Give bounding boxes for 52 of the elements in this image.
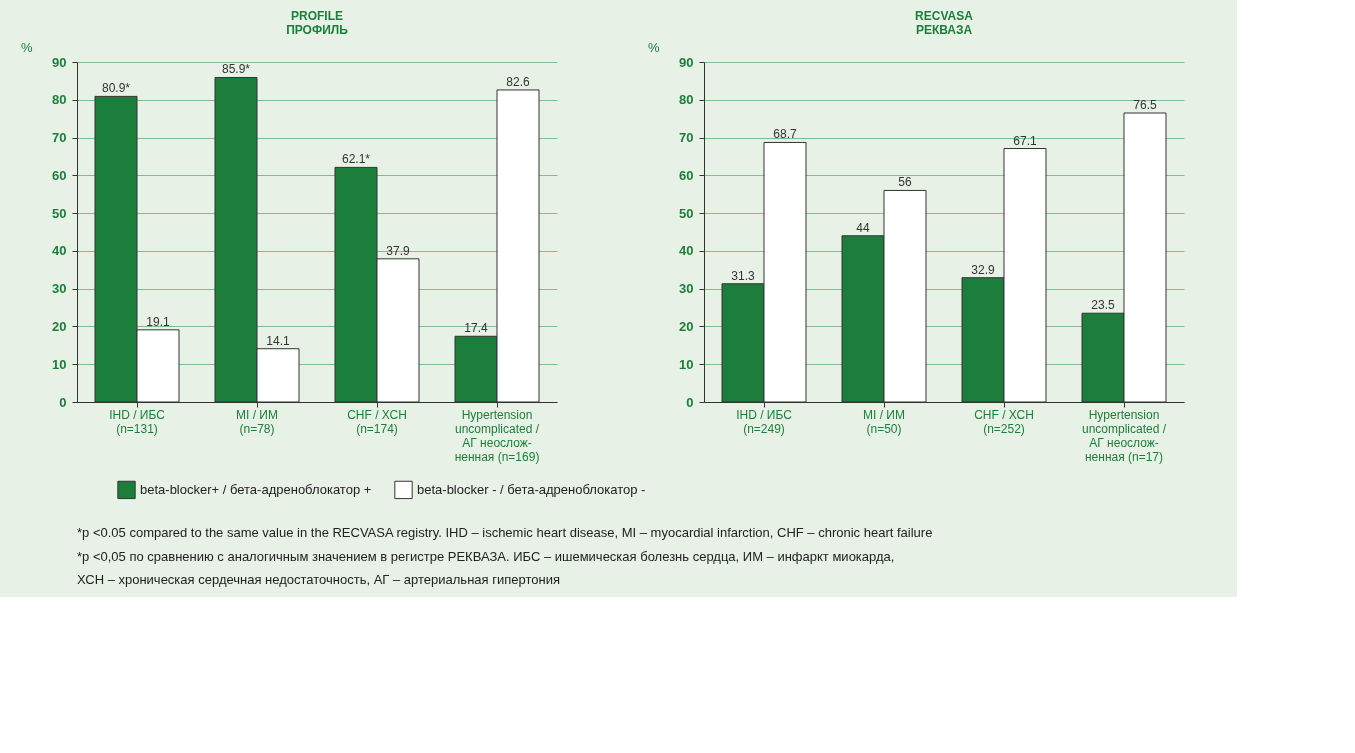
y-tick-label: 20 bbox=[679, 318, 694, 334]
data-label: 37.9 bbox=[386, 243, 410, 258]
legend-label: beta-blocker+ / бета-адреноблокатор + bbox=[140, 481, 372, 497]
data-label: 31.3 bbox=[731, 268, 755, 283]
data-label: 68.7 bbox=[773, 127, 797, 142]
x-tick-label: IHD / ИБС (n=131) bbox=[109, 407, 166, 436]
y-tick-label: 70 bbox=[52, 130, 67, 146]
data-label: 14.1 bbox=[266, 333, 290, 348]
x-tick-label: Hypertension uncomplicated / АГ неослож- ненная (n=169) bbox=[454, 407, 540, 464]
chart-title: PROFILE ПРОФИЛЬ bbox=[286, 9, 349, 37]
data-label: 85.9* bbox=[221, 62, 251, 77]
y-tick-label: 70 bbox=[679, 130, 694, 146]
data-label: 32.9 bbox=[971, 262, 995, 277]
y-tick-label: 50 bbox=[679, 205, 694, 221]
y-tick-label: 80 bbox=[52, 92, 67, 108]
x-tick-label: Hypertension uncomplicated / АГ неослож- ненная (n=17) bbox=[1081, 407, 1167, 464]
y-tick-label: 30 bbox=[679, 281, 694, 297]
y-tick-label: 40 bbox=[52, 243, 67, 259]
data-label: 80.9* bbox=[101, 81, 131, 96]
text: *p <0,05 по сравнению с аналогичным значением в регистре РЕКВАЗА. ИБС – ишемическая болезнь сердца, ИМ – инфаркт миокарда, ХСН – хроническая сердечная недостаточность, АГ – артериальная гипертония bbox=[77, 548, 895, 588]
y-tick-label: 0 bbox=[59, 394, 67, 410]
y-axis-title: % bbox=[647, 39, 660, 55]
data-label: 76.5 bbox=[1133, 98, 1157, 112]
y-tick-label: 60 bbox=[679, 167, 694, 183]
data-label: 62.1* bbox=[341, 152, 371, 167]
y-tick-label: 30 bbox=[52, 281, 67, 297]
x-tick-label: CHF / ХСН (n=252) bbox=[974, 407, 1034, 436]
x-tick-label: MI / ИМ (n=50) bbox=[863, 407, 905, 436]
data-label: 17.4 bbox=[464, 321, 488, 336]
text: *p <0.05 compared to the same value in the RECVASA registry. IHD – ischemic heart disease, MI – myocardial infarction, CHF – chronic heart failure bbox=[77, 524, 933, 540]
y-tick-label: 40 bbox=[679, 243, 694, 259]
data-label: 19.1 bbox=[146, 314, 170, 329]
x-tick-label: MI / ИМ (n=78) bbox=[236, 407, 278, 436]
y-tick-label: 90 bbox=[679, 54, 694, 70]
chart-title: RECVASA РЕКВАЗА bbox=[915, 9, 974, 37]
data-label: 56 bbox=[898, 175, 912, 190]
x-tick-label: IHD / ИБС (n=249) bbox=[736, 407, 793, 436]
y-tick-label: 10 bbox=[679, 356, 694, 372]
y-tick-label: 50 bbox=[52, 205, 67, 221]
y-tick-label: 90 bbox=[52, 54, 67, 70]
legend-label: beta-blocker - / бета-адреноблокатор - bbox=[417, 481, 646, 497]
y-tick-label: 80 bbox=[679, 92, 694, 108]
y-tick-label: 20 bbox=[52, 318, 67, 334]
data-label: 67.1 bbox=[1013, 133, 1037, 148]
y-tick-label: 60 bbox=[52, 167, 67, 183]
y-tick-label: 0 bbox=[686, 394, 694, 410]
y-tick-label: 10 bbox=[52, 356, 67, 372]
data-label: 23.5 bbox=[1091, 298, 1115, 313]
y-axis-title: % bbox=[20, 39, 33, 55]
data-label: 44 bbox=[856, 220, 870, 235]
data-label: 82.6 bbox=[506, 74, 530, 89]
x-tick-label: CHF / ХСН (n=174) bbox=[347, 407, 407, 436]
